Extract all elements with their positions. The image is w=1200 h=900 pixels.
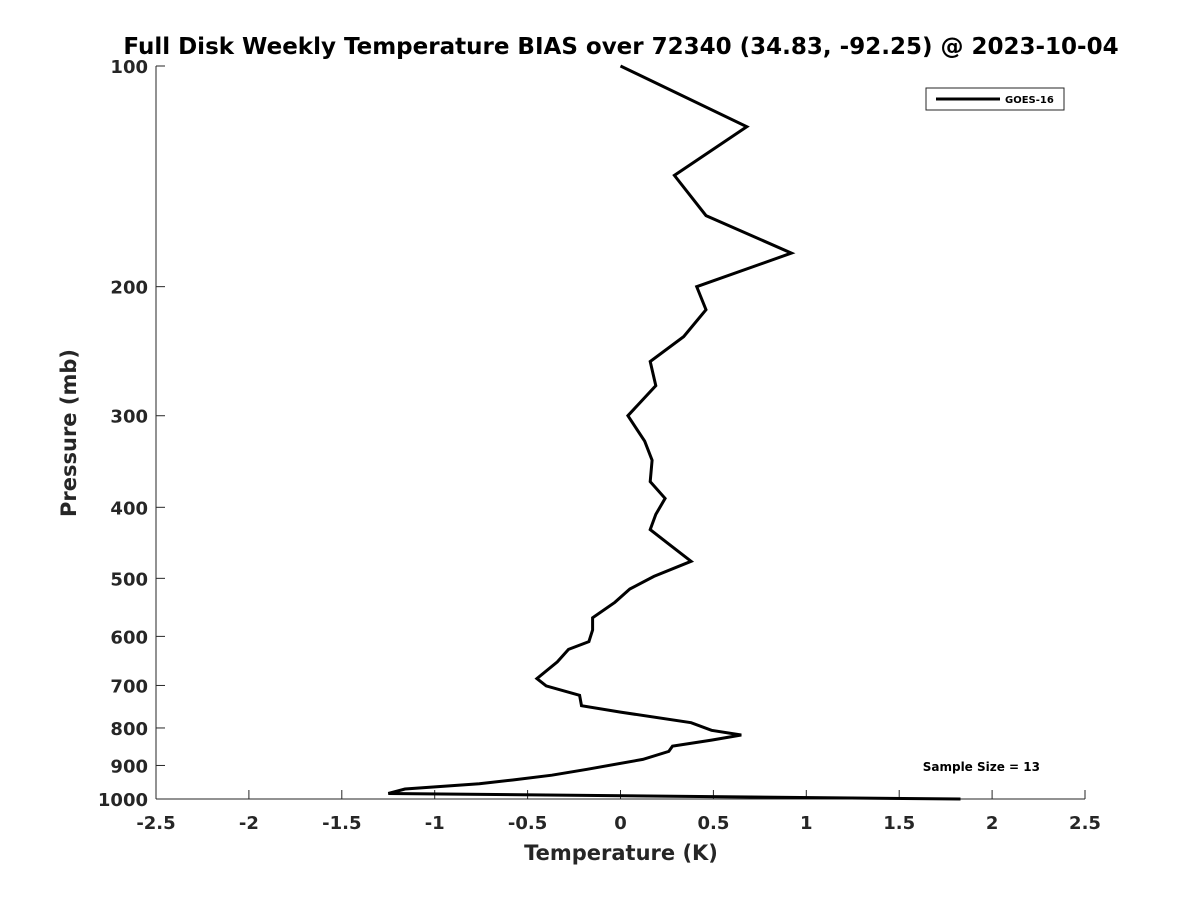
plot-area: [156, 66, 1085, 799]
y-tick-label: 1000: [98, 790, 148, 811]
x-tick-label: -2.5: [136, 813, 175, 834]
y-axis-label: Pressure (mb): [57, 349, 81, 517]
y-tick-label: 500: [110, 569, 148, 590]
y-tick-label: 600: [110, 627, 148, 648]
y-ticks: 100 200 300 400 500 600 700 800 900 1000: [98, 57, 165, 811]
x-tick-label: -0.5: [508, 813, 547, 834]
x-tick-label: 2.5: [1069, 813, 1101, 834]
y-tick-label: 300: [110, 407, 148, 428]
x-tick-label: -1.5: [322, 813, 361, 834]
legend: GOES-16: [925, 87, 1065, 111]
x-tick-label: -2: [239, 813, 259, 834]
x-tick-label: 1.5: [883, 813, 915, 834]
x-tick-label: 1: [800, 813, 813, 834]
y-tick-label: 100: [110, 57, 148, 78]
x-tick-label: 0: [614, 813, 627, 834]
x-tick-label: 0.5: [697, 813, 729, 834]
sample-size-annotation: Sample Size = 13: [923, 760, 1040, 774]
y-tick-label: 200: [110, 278, 148, 299]
chart-title: Full Disk Weekly Temperature BIAS over 7…: [123, 34, 1118, 60]
y-tick-label: 700: [110, 676, 148, 697]
x-axis-label: Temperature (K): [524, 841, 718, 865]
x-tick-label: -1: [425, 813, 445, 834]
series-layer: [387, 64, 961, 801]
x-tick-label: 2: [986, 813, 999, 834]
y-tick-label: 800: [110, 719, 148, 740]
legend-label-goes-16: GOES-16: [1005, 95, 1054, 106]
x-ticks: -2.5 -2 -1.5 -1 -0.5 0 0.5 1 1.5 2 2.5: [136, 790, 1101, 834]
y-tick-label: 400: [110, 498, 148, 519]
y-tick-label: 900: [110, 756, 148, 777]
series-line-goes-16: [387, 64, 961, 801]
